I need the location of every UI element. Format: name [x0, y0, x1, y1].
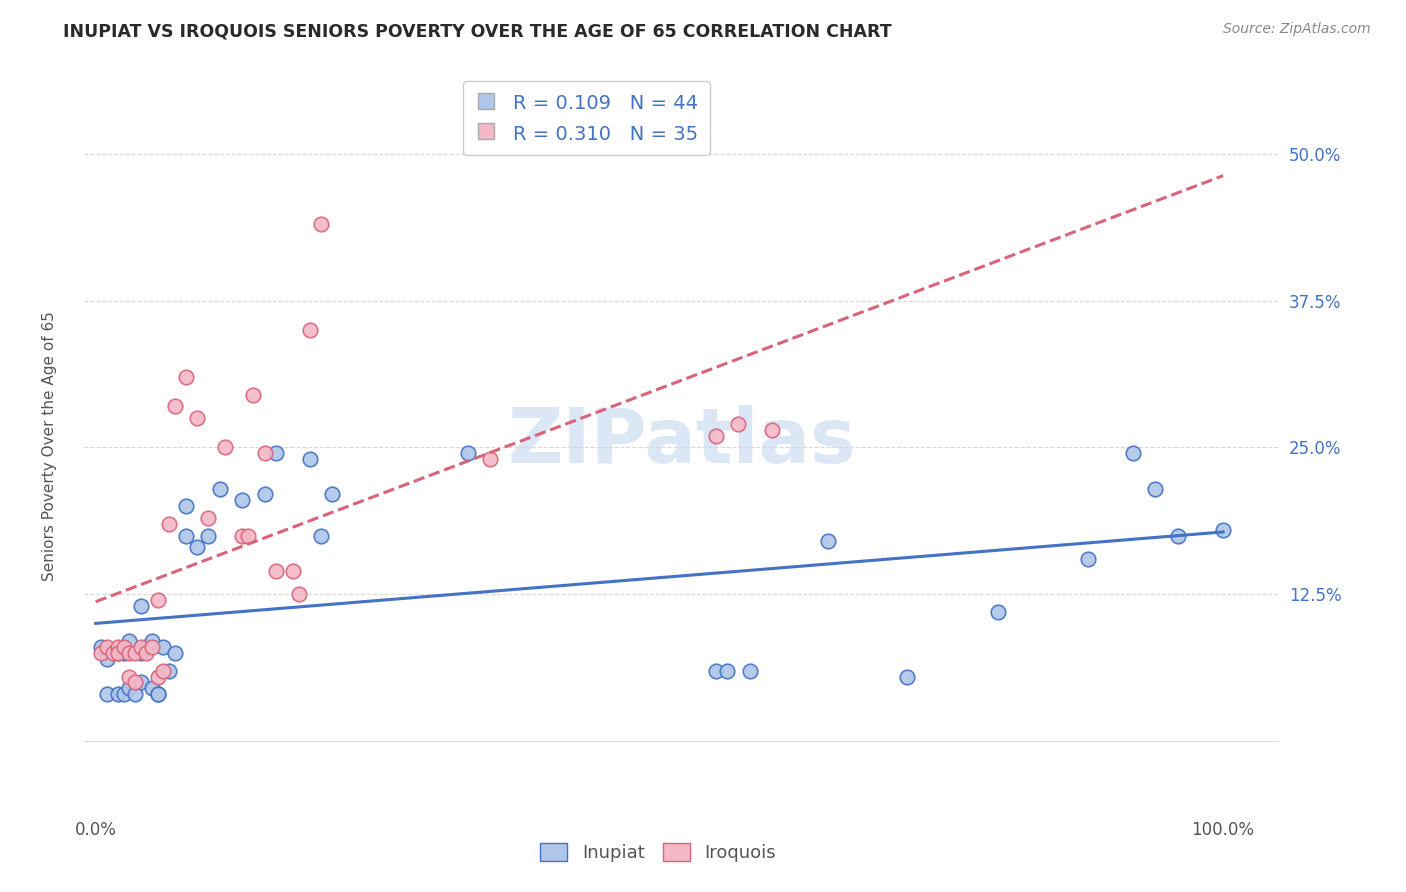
Point	[727, 417, 749, 431]
Point	[231, 528, 253, 542]
Point	[298, 323, 321, 337]
Point	[152, 664, 174, 678]
Point	[141, 681, 163, 696]
Point	[152, 640, 174, 655]
Point	[1212, 523, 1234, 537]
Point	[987, 605, 1010, 619]
Point	[236, 528, 259, 542]
Point	[174, 528, 197, 542]
Point	[1122, 446, 1144, 460]
Point	[163, 646, 186, 660]
Point	[214, 441, 236, 455]
Text: INUPIAT VS IROQUOIS SENIORS POVERTY OVER THE AGE OF 65 CORRELATION CHART: INUPIAT VS IROQUOIS SENIORS POVERTY OVER…	[63, 22, 891, 40]
Point	[101, 646, 124, 660]
Point	[817, 534, 839, 549]
Point	[309, 528, 332, 542]
Point	[197, 528, 219, 542]
Text: Seniors Poverty Over the Age of 65: Seniors Poverty Over the Age of 65	[42, 311, 56, 581]
Point	[264, 446, 287, 460]
Point	[146, 687, 169, 701]
Point	[90, 646, 112, 660]
Point	[107, 646, 129, 660]
Point	[761, 423, 783, 437]
Point	[287, 587, 309, 601]
Point	[118, 646, 141, 660]
Point	[163, 399, 186, 413]
Point	[118, 669, 141, 683]
Point	[738, 664, 761, 678]
Point	[129, 599, 152, 613]
Point	[281, 564, 304, 578]
Point	[231, 493, 253, 508]
Point	[704, 664, 727, 678]
Point	[197, 511, 219, 525]
Point	[1167, 528, 1189, 542]
Text: ZIPatlas: ZIPatlas	[508, 405, 856, 478]
Point	[124, 675, 146, 690]
Point	[321, 487, 343, 501]
Point	[118, 634, 141, 648]
Point	[96, 687, 118, 701]
Point	[146, 687, 169, 701]
Point	[1144, 482, 1167, 496]
Point	[174, 370, 197, 384]
Point	[704, 428, 727, 442]
Point	[112, 640, 135, 655]
Point	[1077, 552, 1099, 566]
Point	[174, 499, 197, 513]
Point	[716, 664, 738, 678]
Point	[96, 652, 118, 666]
Point	[124, 687, 146, 701]
Point	[129, 646, 152, 660]
Point	[298, 452, 321, 467]
Point	[896, 669, 918, 683]
Point	[129, 675, 152, 690]
Point	[242, 387, 264, 401]
Point	[253, 446, 276, 460]
Point	[157, 516, 180, 531]
Point	[457, 446, 479, 460]
Point	[90, 640, 112, 655]
Point	[146, 669, 169, 683]
Point	[112, 687, 135, 701]
Point	[124, 646, 146, 660]
Point	[157, 664, 180, 678]
Text: Source: ZipAtlas.com: Source: ZipAtlas.com	[1223, 22, 1371, 37]
Point	[186, 411, 208, 425]
Point	[264, 564, 287, 578]
Legend: Inupiat, Iroquois: Inupiat, Iroquois	[533, 836, 783, 870]
Point	[107, 646, 129, 660]
Point	[208, 482, 231, 496]
Point	[129, 640, 152, 655]
Point	[135, 640, 157, 655]
Point	[253, 487, 276, 501]
Point	[112, 646, 135, 660]
Point	[107, 687, 129, 701]
Point	[186, 541, 208, 555]
Point	[135, 646, 157, 660]
Point	[96, 640, 118, 655]
Point	[141, 634, 163, 648]
Point	[146, 593, 169, 607]
Point	[118, 681, 141, 696]
Point	[107, 640, 129, 655]
Point	[479, 452, 502, 467]
Point	[141, 640, 163, 655]
Point	[309, 217, 332, 231]
